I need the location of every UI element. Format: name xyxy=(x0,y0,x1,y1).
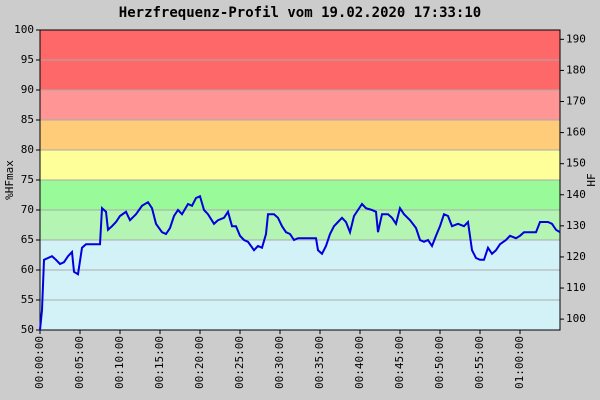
zone-band xyxy=(40,180,560,210)
zone-band xyxy=(40,240,560,330)
y-tick-label: 55 xyxy=(21,293,34,306)
y-tick-label: 70 xyxy=(21,203,34,216)
y2-tick-label: 150 xyxy=(566,157,586,170)
x-tick-label: 01:00:00 xyxy=(513,336,526,389)
y-tick-label: 75 xyxy=(21,173,34,186)
y2-tick-label: 170 xyxy=(566,95,586,108)
x-tick-label: 00:20:00 xyxy=(193,336,206,389)
zone-band xyxy=(40,90,560,120)
x-tick-label: 00:25:00 xyxy=(233,336,246,389)
zone-band xyxy=(40,210,560,240)
y-tick-label: 85 xyxy=(21,113,34,126)
x-tick-label: 00:05:00 xyxy=(73,336,86,389)
y2-tick-label: 140 xyxy=(566,188,586,201)
x-tick-label: 00:45:00 xyxy=(393,336,406,389)
y-tick-label: 60 xyxy=(21,263,34,276)
x-tick-label: 00:00:00 xyxy=(33,336,46,389)
y2-tick-label: 190 xyxy=(566,32,586,45)
x-tick-label: 00:30:00 xyxy=(273,336,286,389)
y-tick-label: 90 xyxy=(21,83,34,96)
chart-title: Herzfrequenz-Profil vom 19.02.2020 17:33… xyxy=(119,5,481,21)
x-tick-label: 00:40:00 xyxy=(353,336,366,389)
x-tick-label: 00:35:00 xyxy=(313,336,326,389)
y-tick-label: 80 xyxy=(21,143,34,156)
y2-tick-label: 130 xyxy=(566,219,586,232)
y-tick-label: 95 xyxy=(21,53,34,66)
x-tick-label: 00:50:00 xyxy=(433,336,446,389)
y-tick-label: 100 xyxy=(14,23,34,36)
plot-border xyxy=(39,29,561,331)
data-line xyxy=(39,194,561,331)
y-axis-label: %HFmax xyxy=(3,160,16,200)
x-tick-label: 00:55:00 xyxy=(473,336,486,389)
y2-tick-label: 100 xyxy=(566,312,586,325)
zone-band xyxy=(40,150,560,180)
y2-tick-label: 160 xyxy=(566,126,586,139)
y-tick-label: 50 xyxy=(21,323,34,336)
y2-tick-label: 180 xyxy=(566,63,586,76)
y2-tick-label: 120 xyxy=(566,250,586,263)
y-tick-label: 65 xyxy=(21,233,34,246)
zone-band xyxy=(40,120,560,150)
x-tick-label: 00:10:00 xyxy=(113,336,126,389)
y2-tick-label: 110 xyxy=(566,281,586,294)
y2-axis-label: HF xyxy=(585,173,598,186)
x-tick-label: 00:15:00 xyxy=(153,336,166,389)
